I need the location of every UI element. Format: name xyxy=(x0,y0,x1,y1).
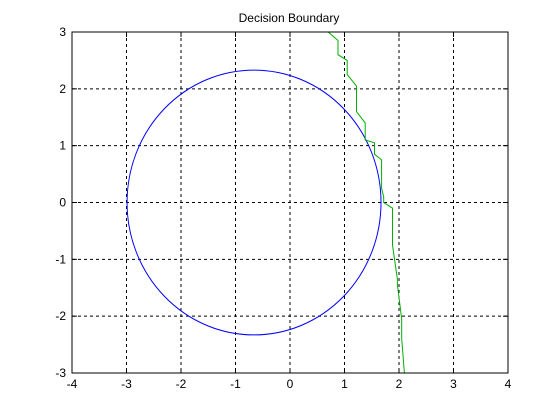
x-tick-label: -1 xyxy=(230,377,241,391)
x-tick-label: -3 xyxy=(121,377,132,391)
boundary-polyline xyxy=(327,31,405,374)
x-tick-label: 3 xyxy=(450,377,457,391)
y-tick-label: -2 xyxy=(55,309,66,323)
x-tick-label: 2 xyxy=(396,377,403,391)
x-tick-label: -2 xyxy=(176,377,187,391)
x-tick-label: -4 xyxy=(67,377,78,391)
y-tick-label: -1 xyxy=(55,252,66,266)
y-tick-label: 0 xyxy=(59,196,66,210)
y-tick-label: 1 xyxy=(59,139,66,153)
y-tick-label: 3 xyxy=(59,25,66,39)
x-tick-label: 0 xyxy=(287,377,294,391)
y-tick-label: -3 xyxy=(55,366,66,380)
x-tick-label: 1 xyxy=(341,377,348,391)
y-tick-label: 2 xyxy=(59,82,66,96)
chart-title: Decision Boundary xyxy=(239,11,340,25)
boundary-circle xyxy=(126,69,382,336)
x-tick-label: 4 xyxy=(505,377,512,391)
